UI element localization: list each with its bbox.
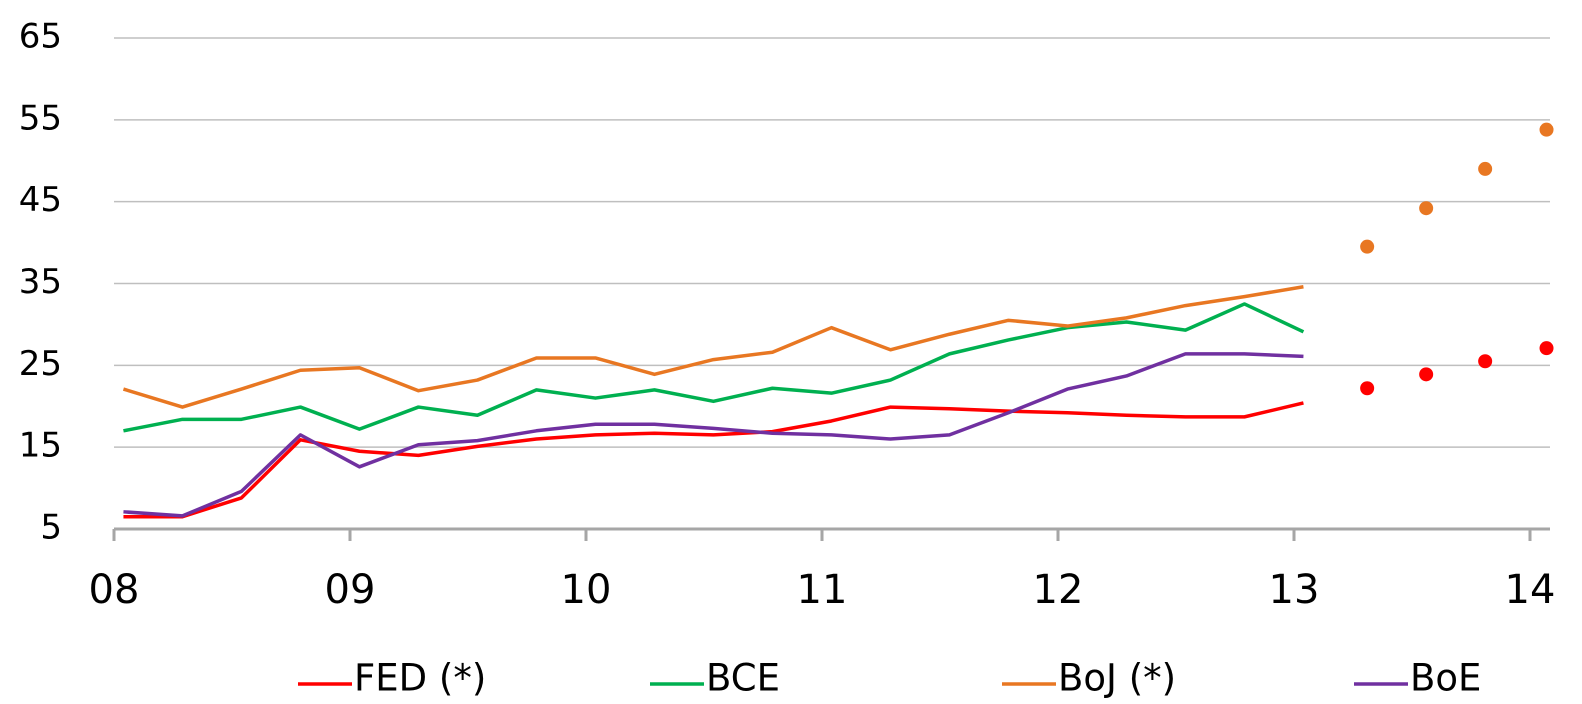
y-tick-label: 25 — [19, 344, 62, 384]
series-line — [123, 401, 1304, 519]
forecast-point — [1360, 381, 1375, 396]
forecast-point — [1539, 122, 1554, 137]
y-tick-label: 65 — [19, 17, 62, 57]
legend-label: BoJ (*) — [1058, 657, 1176, 700]
series-line — [123, 352, 1304, 518]
legend-label: BoE — [1410, 657, 1481, 700]
forecast-point — [1419, 201, 1434, 216]
x-tick-label: 08 — [89, 567, 140, 613]
series-line — [122, 285, 1304, 409]
y-tick-label: 15 — [19, 426, 62, 466]
forecast-point — [1419, 367, 1434, 382]
y-tick-label: 55 — [19, 98, 62, 138]
forecast-point — [1478, 161, 1493, 176]
forecast-point — [1360, 239, 1375, 254]
forecast-point — [1539, 341, 1554, 356]
legend-label: FED (*) — [354, 657, 486, 700]
x-tick-label: 11 — [797, 567, 848, 613]
legend-label: BCE — [706, 657, 780, 700]
y-tick-label: 5 — [40, 508, 62, 548]
x-tick-label: 12 — [1033, 567, 1084, 613]
x-tick-label: 09 — [325, 567, 376, 613]
x-tick-label: 13 — [1269, 567, 1320, 613]
x-tick-label: 10 — [561, 567, 612, 613]
x-tick-label: 14 — [1505, 567, 1556, 613]
series-line — [123, 302, 1305, 433]
y-tick-label: 35 — [19, 262, 62, 302]
y-tick-label: 45 — [19, 180, 62, 220]
forecast-point — [1478, 354, 1493, 369]
